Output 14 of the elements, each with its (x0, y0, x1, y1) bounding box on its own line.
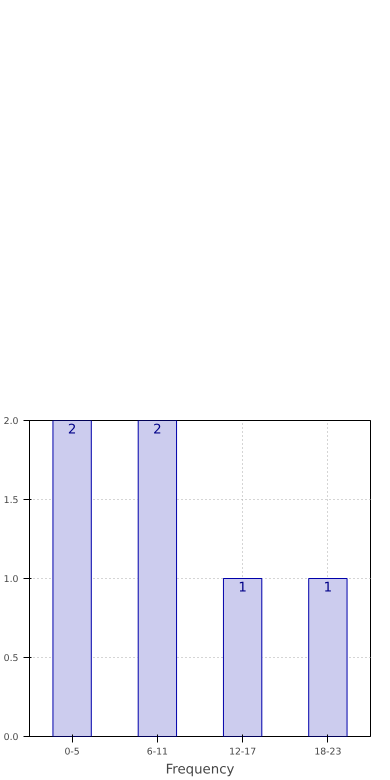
y-tick-label: 0.5 (4, 653, 19, 664)
x-tick-label: 6-11 (146, 746, 168, 758)
x-tick-label: 12-17 (229, 746, 256, 758)
y-tick-label: 0.0 (4, 732, 19, 743)
x-tick-label: 18-23 (314, 746, 342, 758)
y-tick-label: 1.5 (4, 495, 19, 506)
data-label: 1 (324, 580, 332, 596)
data-label: 2 (68, 422, 76, 438)
data-label: 1 (238, 580, 247, 596)
y-tick-label: 1.0 (4, 574, 19, 585)
y-tick-label: 2.0 (4, 416, 19, 427)
data-label: 2 (153, 422, 162, 438)
x-tick-label: 0-5 (64, 746, 80, 758)
x-axis-title: Frequency (166, 762, 235, 778)
